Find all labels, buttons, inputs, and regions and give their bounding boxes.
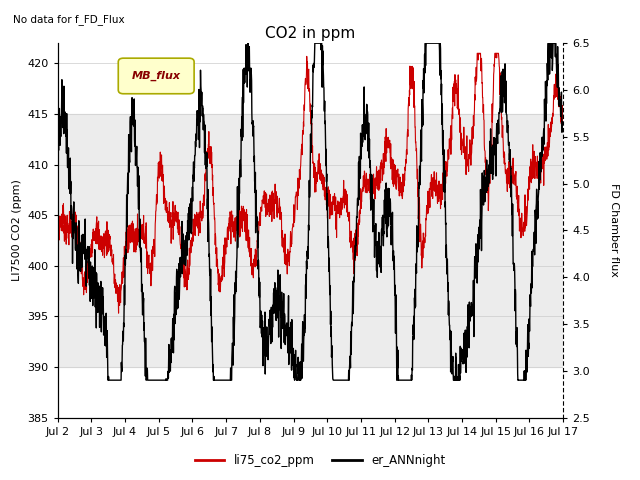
Title: CO2 in ppm: CO2 in ppm <box>265 25 356 41</box>
Text: No data for f_FD_Flux: No data for f_FD_Flux <box>13 14 124 25</box>
Bar <box>58 114 563 367</box>
Y-axis label: FD Chamber flux: FD Chamber flux <box>609 183 620 277</box>
Legend: li75_co2_ppm, er_ANNnight: li75_co2_ppm, er_ANNnight <box>190 449 450 472</box>
Text: MB_flux: MB_flux <box>132 71 180 81</box>
Y-axis label: LI7500 CO2 (ppm): LI7500 CO2 (ppm) <box>12 180 22 281</box>
FancyBboxPatch shape <box>118 58 194 94</box>
